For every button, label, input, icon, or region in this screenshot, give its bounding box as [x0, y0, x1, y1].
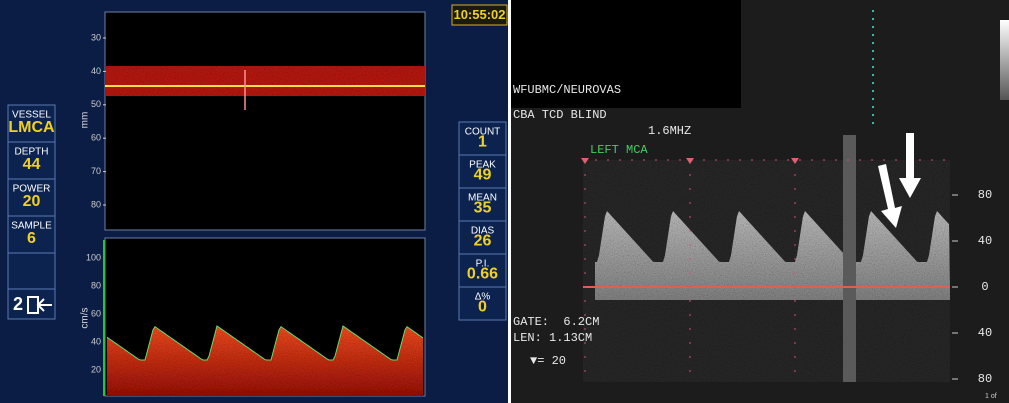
readout-value: 1 — [478, 134, 487, 151]
header-line: CBA TCD BLIND — [513, 108, 607, 122]
velocity-tick-label: 40 — [91, 336, 101, 346]
right-tick-label: 0 — [981, 280, 988, 294]
readout-value: 26 — [474, 233, 492, 250]
right-tick-label: 80 — [978, 372, 992, 386]
gate: GATE: 6.2CM — [513, 315, 599, 329]
velocity-tick-label: 60 — [91, 308, 101, 318]
readout-value: 6 — [27, 230, 36, 247]
screenshot: mm cm/s 10:55:02 2 WFUBMC/NEUROVAS CBA T… — [0, 0, 1009, 403]
right-tick-label: 40 — [978, 234, 992, 248]
readout-value: LMCA — [8, 119, 55, 136]
depth-tick-label: 60 — [91, 133, 101, 143]
depth-tick-label: 40 — [91, 66, 101, 76]
vessel-name: LEFT MCA — [590, 143, 648, 157]
readout-value: 20 — [23, 193, 41, 210]
probe-number: 2 — [13, 294, 23, 314]
readout-value: 44 — [23, 156, 41, 173]
readout-value: 0.66 — [467, 266, 498, 283]
page-body: mm cm/s 10:55:02 2 WFUBMC/NEUROVAS CBA T… — [0, 0, 1009, 403]
readout-value: 0 — [478, 299, 487, 316]
depth-tick-label: 70 — [91, 166, 101, 176]
page-indicator: 1 of — [985, 393, 997, 400]
velocity-tick-label: 100 — [86, 252, 101, 262]
header-line: WFUBMC/NEUROVAS — [513, 83, 621, 97]
readout-value: 35 — [474, 200, 492, 217]
scale: ▼= 20 — [530, 354, 566, 368]
frequency: 1.6MHZ — [648, 124, 691, 138]
page: TCD screenshot {"clock": "10:55:02", "le… — [0, 0, 1009, 403]
depth-axis-label: mm — [80, 112, 91, 129]
velocity-axis-label: cm/s — [80, 307, 91, 328]
depth-tick-label: 30 — [91, 32, 101, 42]
depth-tick-label: 80 — [91, 199, 101, 209]
gray-scale-bar — [1000, 20, 1009, 100]
length: LEN: 1.13CM — [513, 331, 592, 345]
right-tick-label: 40 — [978, 326, 992, 340]
blank-box — [8, 253, 55, 289]
velocity-tick-label: 80 — [91, 280, 101, 290]
velocity-tick-label: 20 — [91, 364, 101, 374]
right-tick-label: 80 — [978, 188, 992, 202]
depth-band — [105, 66, 425, 96]
depth-plot — [105, 12, 425, 230]
readout-value: 49 — [474, 167, 492, 184]
clock: 10:55:02 — [453, 7, 505, 22]
gate-bar — [843, 135, 856, 382]
depth-tick-label: 50 — [91, 99, 101, 109]
